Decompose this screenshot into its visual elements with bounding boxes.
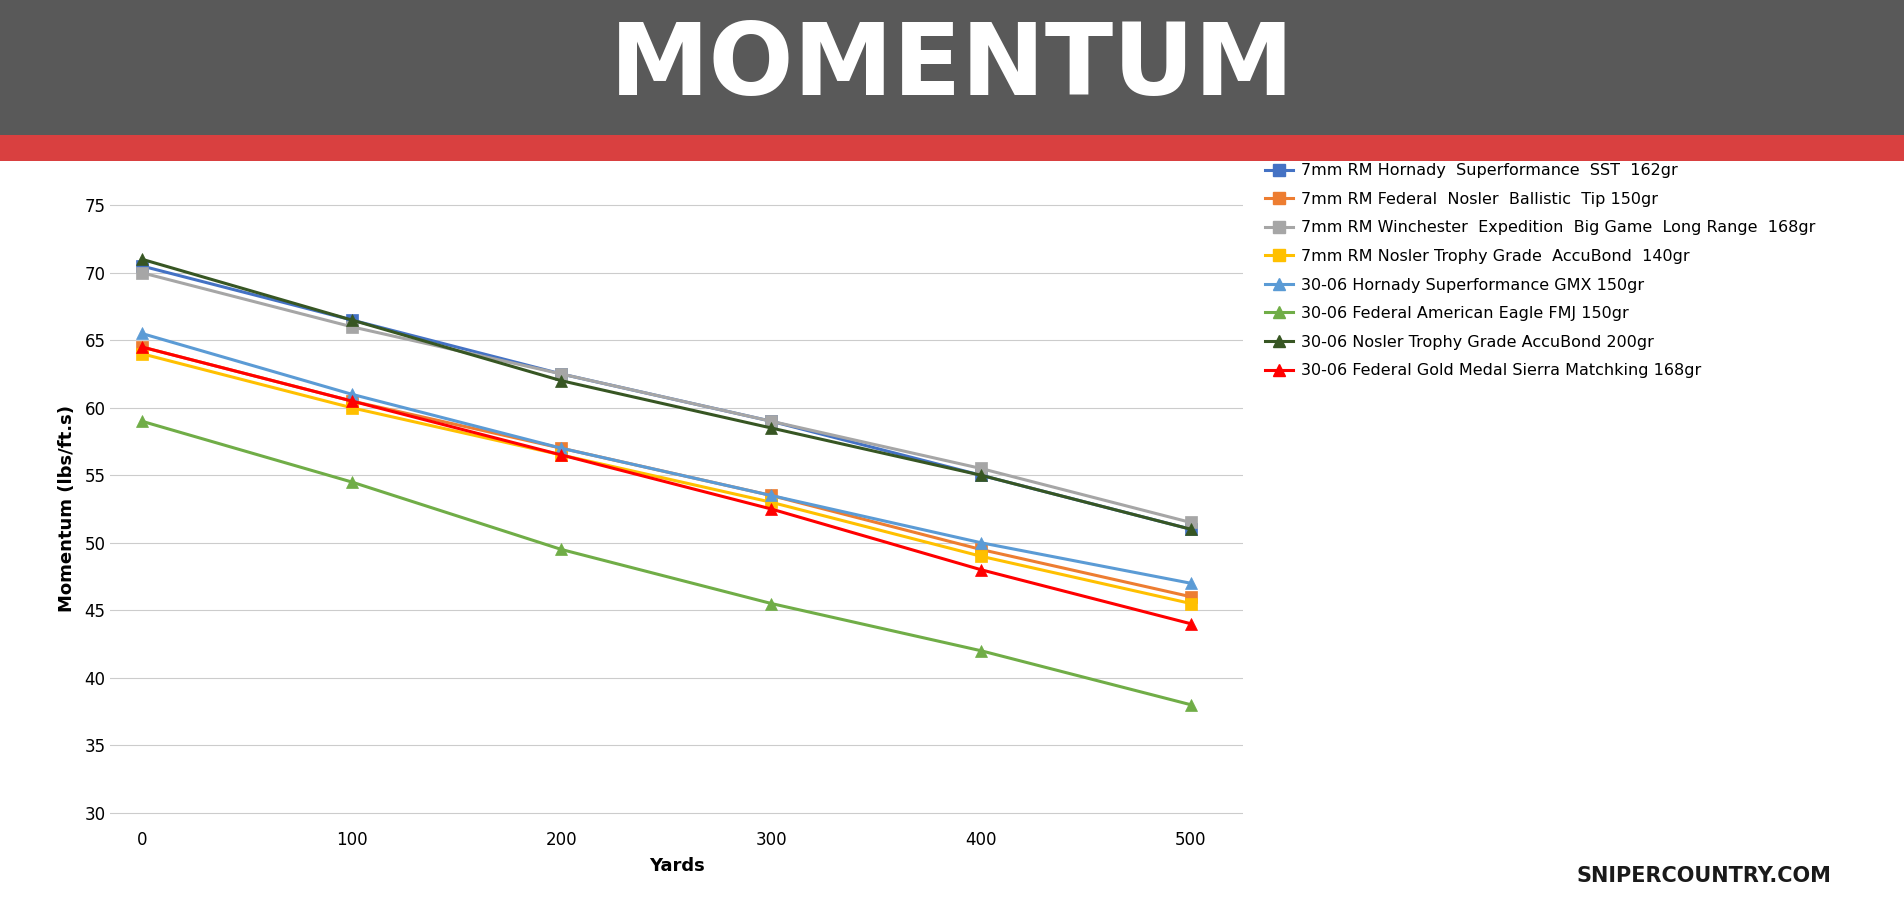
7mm RM Federal  Nosler  Ballistic  Tip 150gr — [550, 443, 573, 454]
7mm RM Winchester  Expedition  Big Game  Long Range  168gr — [341, 321, 364, 332]
Legend: 7mm RM Hornady  Superformance  SST  162gr, 7mm RM Federal  Nosler  Ballistic  Ti: 7mm RM Hornady Superformance SST 162gr, … — [1264, 163, 1816, 378]
7mm RM Hornady  Superformance  SST  162gr — [341, 314, 364, 325]
Line: 30-06 Hornady Superformance GMX 150gr: 30-06 Hornady Superformance GMX 150gr — [137, 328, 1196, 589]
Line: 7mm RM Winchester  Expedition  Big Game  Long Range  168gr: 7mm RM Winchester Expedition Big Game Lo… — [137, 268, 1196, 528]
7mm RM Winchester  Expedition  Big Game  Long Range  168gr — [550, 369, 573, 380]
30-06 Federal Gold Medal Sierra Matchking 168gr — [550, 449, 573, 460]
Text: SNIPERCOUNTRY.COM: SNIPERCOUNTRY.COM — [1577, 866, 1832, 886]
7mm RM Federal  Nosler  Ballistic  Tip 150gr — [969, 544, 992, 555]
Line: 7mm RM Nosler Trophy Grade  AccuBond  140gr: 7mm RM Nosler Trophy Grade AccuBond 140g… — [137, 348, 1196, 609]
30-06 Hornady Superformance GMX 150gr — [550, 443, 573, 454]
30-06 Federal American Eagle FMJ 150gr — [969, 645, 992, 656]
Text: MOMENTUM: MOMENTUM — [609, 19, 1295, 116]
30-06 Federal Gold Medal Sierra Matchking 168gr — [131, 341, 154, 352]
7mm RM Hornady  Superformance  SST  162gr — [550, 369, 573, 380]
7mm RM Federal  Nosler  Ballistic  Tip 150gr — [760, 490, 783, 501]
Line: 30-06 Nosler Trophy Grade AccuBond 200gr: 30-06 Nosler Trophy Grade AccuBond 200gr — [137, 254, 1196, 535]
7mm RM Federal  Nosler  Ballistic  Tip 150gr — [1179, 592, 1201, 603]
7mm RM Nosler Trophy Grade  AccuBond  140gr — [760, 497, 783, 508]
30-06 Federal Gold Medal Sierra Matchking 168gr — [1179, 618, 1201, 629]
7mm RM Nosler Trophy Grade  AccuBond  140gr — [131, 348, 154, 359]
7mm RM Hornady  Superformance  SST  162gr — [969, 470, 992, 481]
30-06 Nosler Trophy Grade AccuBond 200gr — [550, 375, 573, 386]
Line: 30-06 Federal American Eagle FMJ 150gr: 30-06 Federal American Eagle FMJ 150gr — [137, 415, 1196, 710]
7mm RM Hornady  Superformance  SST  162gr — [131, 260, 154, 271]
30-06 Federal American Eagle FMJ 150gr — [760, 598, 783, 609]
30-06 Hornady Superformance GMX 150gr — [969, 537, 992, 548]
7mm RM Federal  Nosler  Ballistic  Tip 150gr — [131, 341, 154, 352]
30-06 Nosler Trophy Grade AccuBond 200gr — [969, 470, 992, 481]
7mm RM Federal  Nosler  Ballistic  Tip 150gr — [341, 395, 364, 406]
7mm RM Nosler Trophy Grade  AccuBond  140gr — [1179, 598, 1201, 609]
30-06 Federal Gold Medal Sierra Matchking 168gr — [969, 564, 992, 575]
7mm RM Nosler Trophy Grade  AccuBond  140gr — [341, 403, 364, 414]
7mm RM Hornady  Superformance  SST  162gr — [760, 415, 783, 426]
30-06 Federal American Eagle FMJ 150gr — [550, 544, 573, 555]
7mm RM Winchester  Expedition  Big Game  Long Range  168gr — [131, 268, 154, 278]
30-06 Hornady Superformance GMX 150gr — [1179, 578, 1201, 589]
Line: 30-06 Federal Gold Medal Sierra Matchking 168gr: 30-06 Federal Gold Medal Sierra Matchkin… — [137, 341, 1196, 629]
7mm RM Nosler Trophy Grade  AccuBond  140gr — [969, 551, 992, 561]
7mm RM Nosler Trophy Grade  AccuBond  140gr — [550, 449, 573, 460]
30-06 Nosler Trophy Grade AccuBond 200gr — [341, 314, 364, 325]
30-06 Federal Gold Medal Sierra Matchking 168gr — [760, 504, 783, 515]
Line: 7mm RM Federal  Nosler  Ballistic  Tip 150gr: 7mm RM Federal Nosler Ballistic Tip 150g… — [137, 341, 1196, 603]
30-06 Nosler Trophy Grade AccuBond 200gr — [1179, 524, 1201, 535]
7mm RM Winchester  Expedition  Big Game  Long Range  168gr — [1179, 517, 1201, 528]
30-06 Hornady Superformance GMX 150gr — [760, 490, 783, 501]
30-06 Federal American Eagle FMJ 150gr — [131, 415, 154, 426]
7mm RM Hornady  Superformance  SST  162gr — [1179, 524, 1201, 535]
30-06 Federal Gold Medal Sierra Matchking 168gr — [341, 395, 364, 406]
30-06 Federal American Eagle FMJ 150gr — [341, 477, 364, 488]
30-06 Nosler Trophy Grade AccuBond 200gr — [131, 254, 154, 265]
30-06 Hornady Superformance GMX 150gr — [131, 328, 154, 339]
30-06 Federal American Eagle FMJ 150gr — [1179, 699, 1201, 710]
7mm RM Winchester  Expedition  Big Game  Long Range  168gr — [760, 415, 783, 426]
Line: 7mm RM Hornady  Superformance  SST  162gr: 7mm RM Hornady Superformance SST 162gr — [137, 260, 1196, 535]
30-06 Hornady Superformance GMX 150gr — [341, 389, 364, 400]
7mm RM Winchester  Expedition  Big Game  Long Range  168gr — [969, 463, 992, 474]
X-axis label: Yards: Yards — [649, 857, 704, 876]
30-06 Nosler Trophy Grade AccuBond 200gr — [760, 423, 783, 434]
Y-axis label: Momentum (lbs/ft.s): Momentum (lbs/ft.s) — [59, 405, 76, 613]
